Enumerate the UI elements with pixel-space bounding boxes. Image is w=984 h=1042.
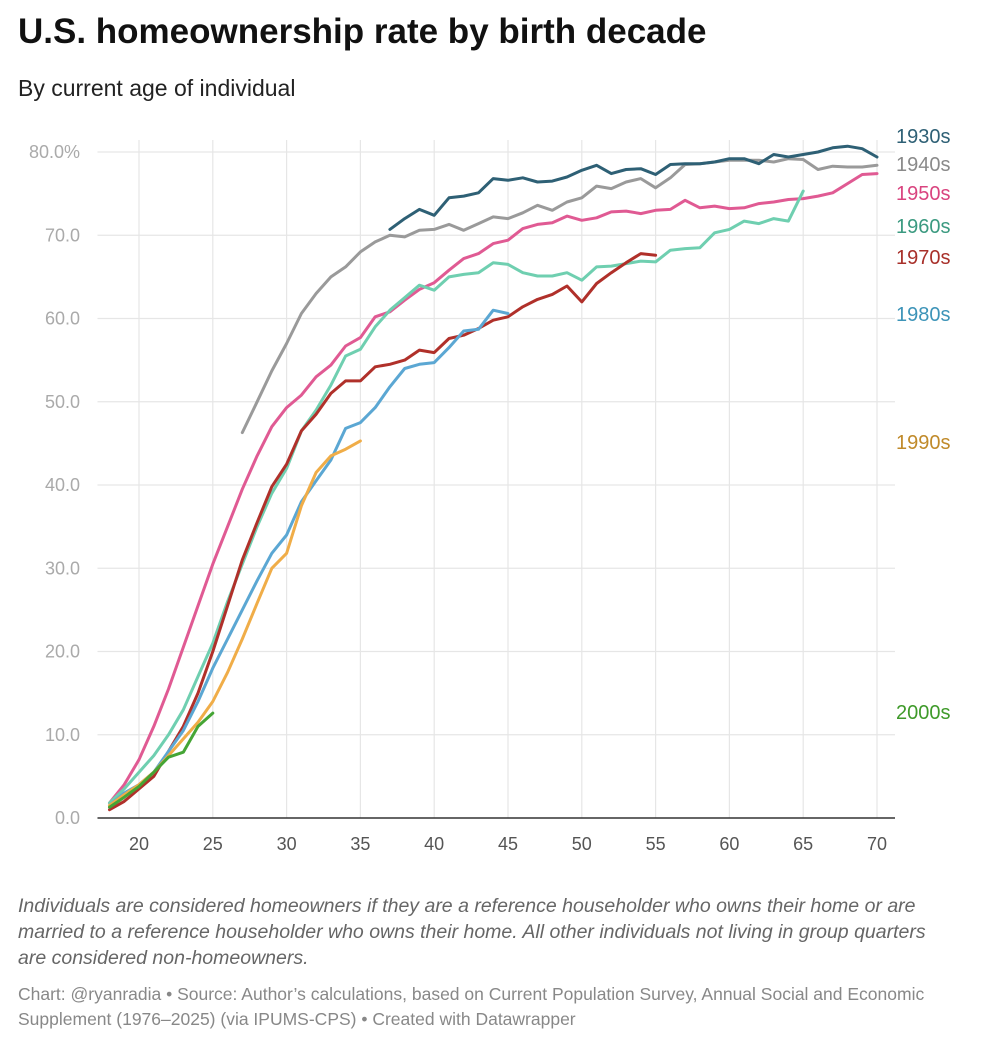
- series-label-2000s: 2000s: [896, 702, 951, 724]
- line-chart: 0.010.020.030.040.050.060.070.080.0% 20 2…: [29, 126, 951, 854]
- chart-title: U.S. homeownership rate by birth decade: [18, 12, 707, 51]
- series-label-1970s: 1970s: [896, 247, 951, 269]
- series-label-1940s: 1940s: [896, 154, 951, 176]
- series-line-2000s: [108, 711, 215, 809]
- y-tick-label: 60.0: [45, 309, 80, 329]
- series-label-1950s: 1950s: [896, 183, 951, 205]
- x-tick-label: 45: [498, 834, 518, 854]
- x-tick-label: 65: [793, 834, 813, 854]
- x-tick-label: 40: [424, 834, 444, 854]
- chart-notes: Individuals are considered homeowners if…: [18, 895, 926, 969]
- chart-subtitle: By current age of individual: [18, 75, 296, 101]
- series-label-1930s: 1930s: [896, 126, 951, 148]
- x-tick-label: 50: [572, 834, 592, 854]
- x-tick-label: 55: [646, 834, 666, 854]
- series-line-1930s: [388, 144, 879, 231]
- x-tick-label: 35: [350, 834, 370, 854]
- series-label-1980s: 1980s: [896, 304, 951, 326]
- x-tick-label: 70: [867, 834, 887, 854]
- x-tick-label: 30: [277, 834, 297, 854]
- y-tick-label: 80.0%: [29, 142, 80, 162]
- y-tick-label: 20.0: [45, 642, 80, 662]
- y-tick-label: 50.0: [45, 392, 80, 412]
- series-labels: 1930s 1940s 1950s 1960s 1970s 1980s 1990s 2000s: [896, 126, 951, 724]
- series-line-1970s: [108, 252, 658, 812]
- series-lines: [108, 144, 879, 812]
- series-line-1950s: [108, 172, 879, 805]
- y-tick-label: 70.0: [45, 225, 80, 245]
- x-tick-label: 20: [129, 834, 149, 854]
- series-line-1960s: [108, 189, 805, 805]
- series-line-1940s: [240, 157, 879, 435]
- x-tick-label: 60: [719, 834, 739, 854]
- y-tick-label: 0.0: [55, 808, 80, 828]
- y-tick-label: 30.0: [45, 558, 80, 578]
- series-label-1960s: 1960s: [896, 216, 951, 238]
- series-label-1990s: 1990s: [896, 432, 951, 454]
- chart-credits: Chart: @ryanradia • Source: Author’s cal…: [18, 984, 925, 1029]
- y-axis: 0.0 10.0 20.0 30.0 40.0 50.0 60.0 70.0 80.0%: [29, 142, 80, 828]
- y-tick-label: 40.0: [45, 475, 80, 495]
- x-tick-label: 25: [203, 834, 223, 854]
- x-axis: 20 25 30 35 40 45 50 55 60 65 70: [97, 817, 895, 854]
- y-tick-label: 10.0: [45, 725, 80, 745]
